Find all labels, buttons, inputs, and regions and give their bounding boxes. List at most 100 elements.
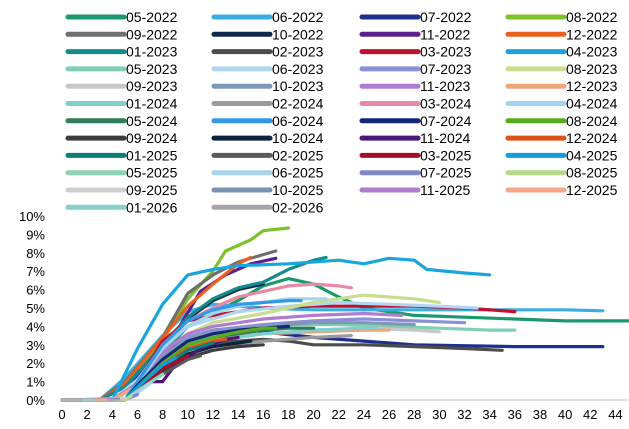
x-tick-label: 14: [231, 407, 245, 422]
legend-label: 12-2022: [566, 26, 618, 42]
series-line-04-2023: [60, 256, 492, 402]
plot-area: 0 2 4 6 8 10 12 14 16 18 20 22 24 26 28 30 32 34 36 38 40 42 4…: [19, 209, 629, 422]
legend-entry: 08-2023: [505, 61, 618, 77]
legend-entry: 12-2025: [505, 182, 618, 198]
legend-entry: 01-2023: [65, 44, 178, 60]
legend-label: 07-2024: [420, 113, 472, 129]
legend-label: 07-2022: [420, 9, 472, 25]
y-tick-label: 2%: [26, 356, 45, 371]
x-tick-label: 2: [84, 407, 91, 422]
series-line-07-2022: [60, 326, 605, 402]
y-tick-label: 5%: [26, 301, 45, 316]
legend-label: 10-2022: [272, 26, 324, 42]
legend-entry: 01-2024: [65, 96, 178, 112]
legend-entry: 07-2022: [359, 9, 472, 25]
legend-entry: 10-2025: [211, 182, 324, 198]
x-tick-label: 40: [558, 407, 572, 422]
legend-entry: 08-2022: [505, 9, 618, 25]
x-tick-label: 18: [281, 407, 295, 422]
legend-label: 09-2023: [126, 78, 178, 94]
legend-label: 05-2024: [126, 113, 178, 129]
legend-entry: 09-2023: [65, 78, 178, 94]
legend-label: 07-2025: [420, 165, 472, 181]
legend-label: 11-2022: [420, 26, 471, 42]
legend-label: 12-2023: [566, 78, 618, 94]
y-tick-label: 4%: [26, 319, 45, 334]
legend-entry: 12-2022: [505, 26, 618, 42]
legend-entry: 05-2024: [65, 113, 178, 129]
x-tick-label: 22: [331, 407, 345, 422]
legend-entry: 01-2026: [65, 199, 178, 215]
legend-label: 12-2024: [566, 130, 618, 146]
x-tick-label: 10: [181, 407, 195, 422]
y-tick-label: 8%: [26, 246, 45, 261]
legend-label: 11-2024: [420, 130, 471, 146]
legend-entry: 10-2024: [211, 130, 324, 146]
x-tick-label: 8: [159, 407, 166, 422]
legend-entry: 08-2024: [505, 113, 618, 129]
series-lines: [60, 226, 629, 402]
legend-entry: 06-2024: [211, 113, 324, 129]
y-axis-ticks: 0% 1% 2% 3% 4% 5% 6% 7% 8% 9% 10%: [19, 209, 45, 408]
y-tick-label: 0%: [26, 393, 45, 408]
legend-entry: 05-2023: [65, 61, 178, 77]
legend-label: 10-2025: [272, 182, 324, 198]
legend-label: 08-2022: [566, 9, 618, 25]
legend-entry: 10-2022: [211, 26, 324, 42]
legend-entry: 10-2023: [211, 78, 324, 94]
legend-label: 06-2022: [272, 9, 324, 25]
y-tick-label: 7%: [26, 264, 45, 279]
legend-entry: 03-2025: [359, 147, 472, 163]
y-tick-label: 6%: [26, 283, 45, 298]
legend-entry: 07-2023: [359, 61, 472, 77]
legend-label: 07-2023: [420, 61, 472, 77]
x-tick-label: 28: [407, 407, 421, 422]
legend-entry: 11-2024: [359, 130, 471, 146]
x-tick-label: 20: [306, 407, 320, 422]
legend-label: 04-2025: [566, 147, 618, 163]
legend-entry: 11-2022: [359, 26, 471, 42]
legend-entry: 02-2024: [211, 96, 324, 112]
legend-label: 05-2025: [126, 165, 178, 181]
x-tick-label: 30: [432, 407, 446, 422]
legend-label: 03-2023: [420, 44, 472, 60]
legend-entry: 09-2022: [65, 26, 178, 42]
x-tick-label: 26: [382, 407, 396, 422]
legend-label: 08-2024: [566, 113, 618, 129]
y-tick-label: 1%: [26, 375, 45, 390]
legend-entry: 05-2022: [65, 9, 178, 25]
legend-entry: 04-2024: [505, 96, 618, 112]
legend-label: 08-2023: [566, 61, 618, 77]
x-tick-label: 6: [134, 407, 141, 422]
legend-entry: 12-2024: [505, 130, 618, 146]
legend-entry: 02-2025: [211, 147, 324, 163]
legend-label: 01-2024: [126, 96, 178, 112]
legend-entry: 04-2025: [505, 147, 618, 163]
legend-entry: 11-2023: [359, 78, 471, 94]
legend-label: 09-2025: [126, 182, 178, 198]
legend-label: 06-2024: [272, 113, 324, 129]
legend-label: 01-2025: [126, 147, 178, 163]
legend-label: 02-2023: [272, 44, 324, 60]
legend-entry: 05-2025: [65, 165, 178, 181]
x-tick-label: 24: [357, 407, 371, 422]
legend-label: 10-2024: [272, 130, 324, 146]
legend-label: 10-2023: [272, 78, 324, 94]
legend-entry: 08-2025: [505, 165, 618, 181]
x-tick-label: 34: [482, 407, 496, 422]
x-tick-label: 36: [508, 407, 522, 422]
legend-entry: 09-2024: [65, 130, 178, 146]
legend-entry: 06-2023: [211, 61, 324, 77]
legend-entry: 11-2025: [359, 182, 471, 198]
legend-label: 02-2026: [272, 199, 324, 215]
legend: 05-2022 06-2022 07-2022 08-2022 09-2022 10-20…: [65, 9, 618, 215]
legend-label: 02-2024: [272, 96, 324, 112]
legend-label: 06-2025: [272, 165, 324, 181]
x-tick-label: 16: [256, 407, 270, 422]
x-tick-label: 44: [608, 407, 622, 422]
legend-entry: 04-2023: [505, 44, 618, 60]
x-axis-ticks: 0 2 4 6 8 10 12 14 16 18 20 22 24 26 28 30 32 34 36 38 40 42 4…: [58, 407, 622, 422]
x-tick-label: 12: [206, 407, 220, 422]
legend-entry: 07-2024: [359, 113, 472, 129]
